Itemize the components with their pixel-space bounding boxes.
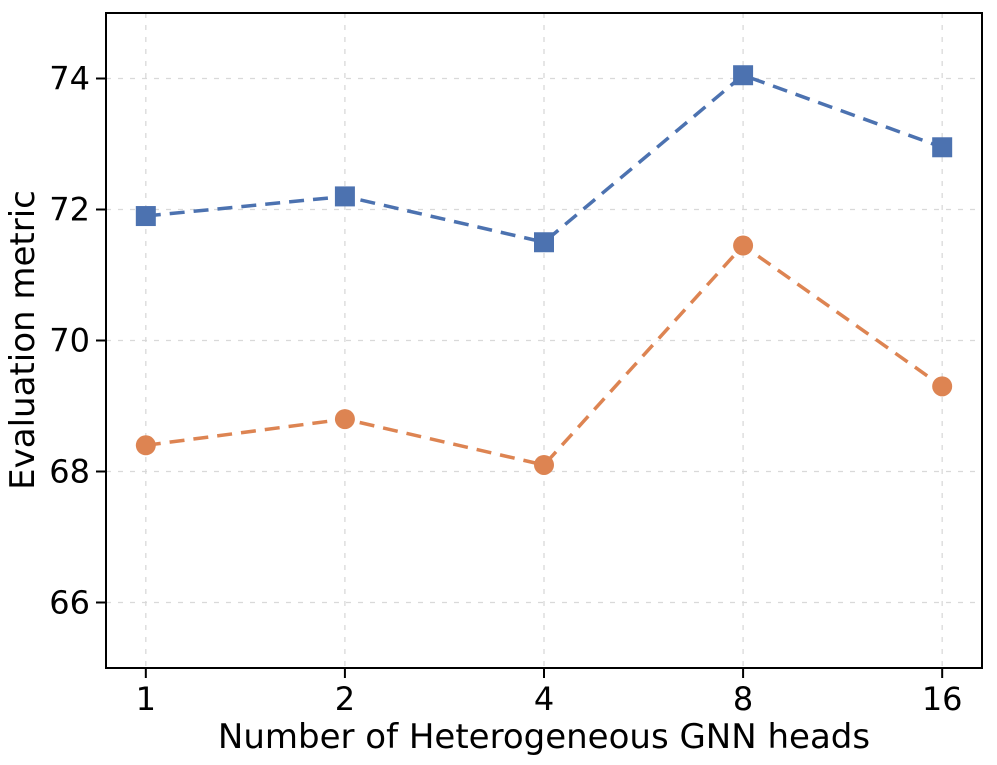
series-blue-squares (135, 65, 953, 253)
gridlines (106, 13, 982, 668)
circle-marker (932, 376, 953, 397)
square-marker (334, 186, 355, 207)
square-marker (932, 137, 953, 158)
series-line (145, 73, 943, 245)
x-tick-label: 8 (733, 680, 753, 718)
axis-ticks: 66 68 70 72 74 1 2 4 8 16 (49, 60, 962, 719)
y-tick-label: 72 (49, 191, 90, 229)
x-tick-label: 2 (335, 680, 355, 718)
data-series (135, 65, 953, 475)
square-marker (733, 65, 754, 86)
circle-marker (135, 435, 156, 456)
y-axis-label: Evaluation metric (3, 190, 43, 490)
x-tick-label: 4 (534, 680, 554, 718)
square-marker (534, 232, 554, 253)
circle-marker (534, 454, 554, 475)
circle-marker (733, 235, 754, 256)
x-tick-label: 1 (136, 680, 156, 718)
series-line (145, 243, 944, 467)
y-tick-label: 68 (49, 453, 90, 491)
series-orange-circles (135, 235, 953, 475)
x-axis-label: Number of Heterogeneous GNN heads (218, 717, 870, 757)
circle-marker (334, 409, 355, 430)
y-tick-label: 70 (49, 322, 90, 360)
x-tick-label: 16 (922, 680, 963, 718)
y-tick-label: 74 (49, 60, 90, 98)
square-marker (135, 206, 156, 227)
y-tick-label: 66 (49, 584, 90, 622)
